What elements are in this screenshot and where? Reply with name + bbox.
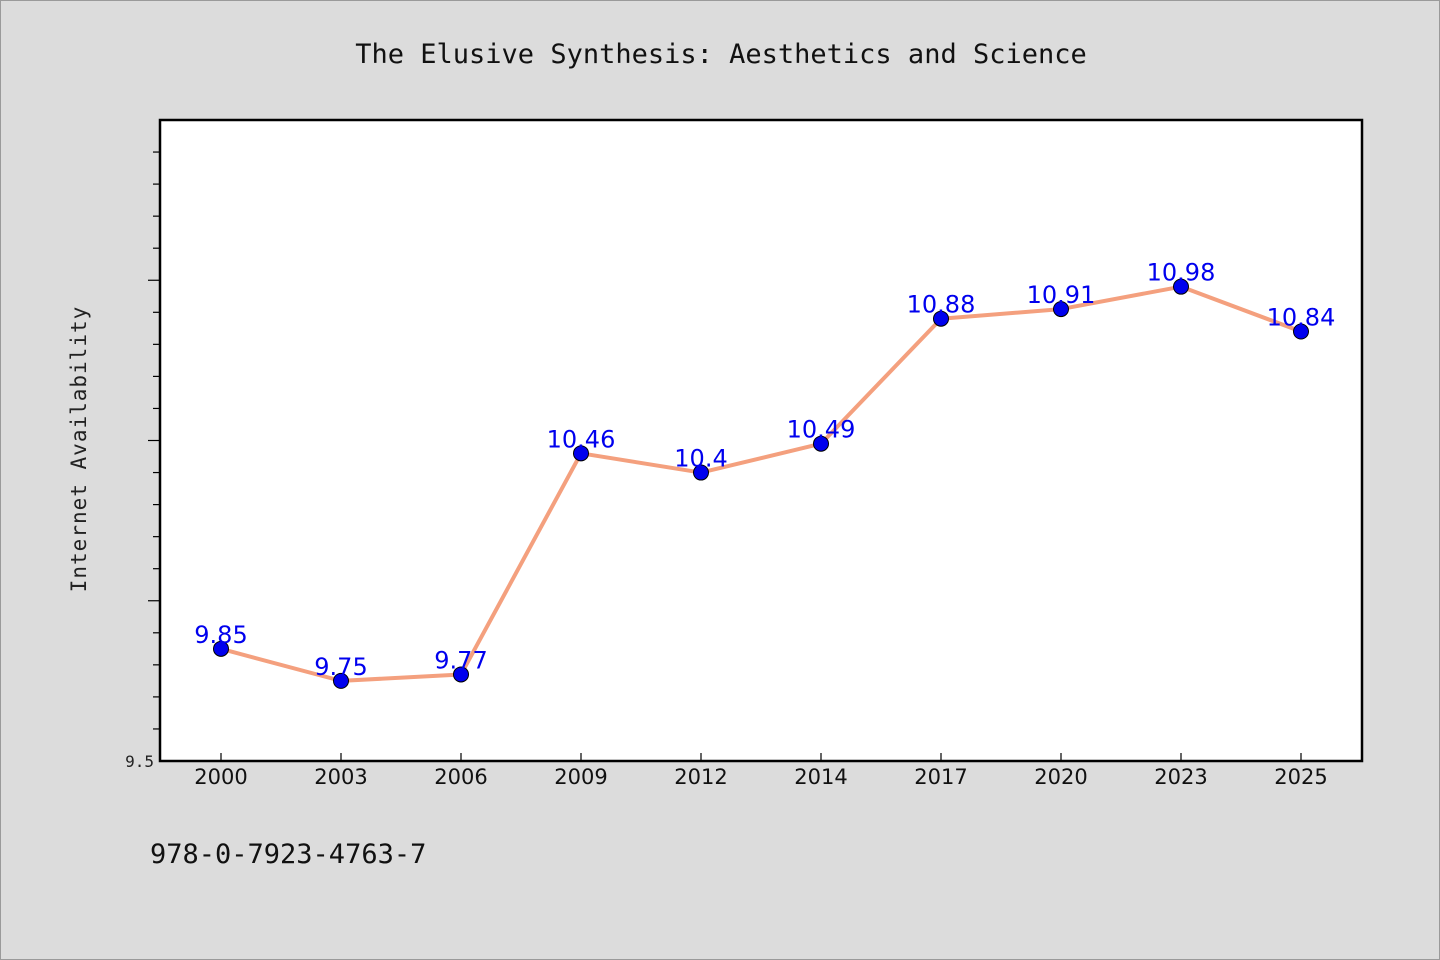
data-point [333,672,349,689]
plot-area [158,118,1364,763]
isbn-footer: 978-0-7923-4763-7 [150,839,426,870]
data-label: 10.4 [674,445,727,473]
data-label: 9.75 [314,653,367,681]
x-tick-label: 2025 [1274,765,1327,789]
x-tick-label: 2023 [1154,765,1207,789]
data-label: 10.88 [907,291,976,319]
data-point [213,640,229,657]
data-point [573,445,589,462]
y-axis-ticks: 9.5 [125,151,160,771]
data-point [813,435,829,452]
data-label: 10.84 [1267,304,1336,332]
x-tick-label: 2020 [1034,765,1087,789]
x-tick-label: 2000 [194,765,247,789]
y-axis-label: Internet Availability [67,306,91,593]
x-tick-label: 2003 [314,765,367,789]
data-label: 10.46 [547,425,616,453]
x-tick-label: 2009 [554,765,607,789]
series-layer [213,278,1309,689]
data-point [933,310,949,327]
data-label: 10.91 [1027,281,1096,309]
x-axis-ticks: 2000 2003 2006 2009 2012 2014 2017 2020 2023 2025 [194,753,1328,789]
data-label: 9.77 [434,646,487,674]
data-label: 10.98 [1147,259,1216,287]
y-tick-label: 9.5 [125,752,154,771]
data-point [453,666,469,683]
x-tick-label: 2012 [674,765,727,789]
data-point [1293,323,1309,340]
data-labels: 9.85 9.75 9.77 10.46 10.4 10.49 10.88 10.91 10.9… [194,259,1335,681]
x-tick-label: 2017 [914,765,967,789]
data-label: 10.49 [787,416,856,444]
series-line [219,284,1303,683]
data-label: 9.85 [194,621,247,649]
data-point [693,464,709,481]
data-point [1173,278,1189,295]
data-point [1053,301,1069,318]
x-tick-label: 2006 [434,765,487,789]
x-tick-label: 2014 [794,765,847,789]
chart-title: The Elusive Synthesis: Aesthetics and Sc… [355,39,1087,70]
